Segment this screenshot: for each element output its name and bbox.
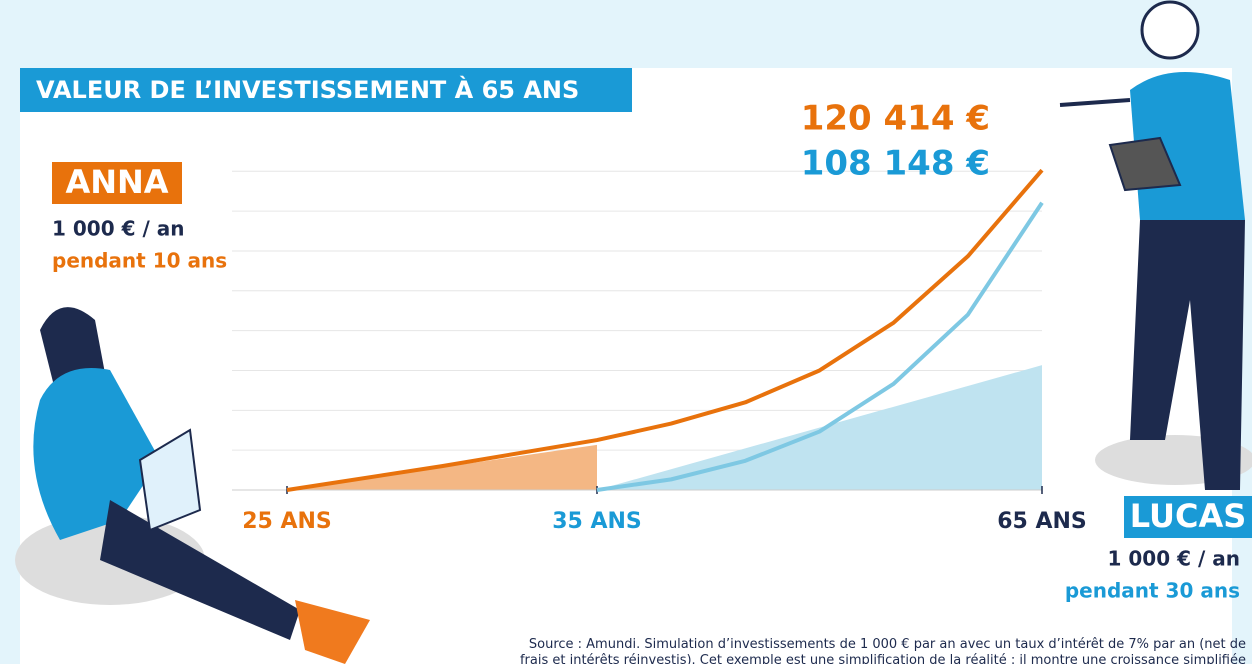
profile-duration: pendant 30 ans: [1065, 579, 1240, 603]
contribution-area: [597, 365, 1042, 490]
source-line: Source : Amundi. Simulation d’investisse…: [529, 637, 1246, 652]
chart: VALEUR DE L’INVESTISSEMENT À 65 ANS 25 A…: [0, 0, 1252, 664]
value-label: 120 414 €: [801, 99, 990, 139]
legend-name: ANNA: [65, 163, 168, 201]
chart-title: VALEUR DE L’INVESTISSEMENT À 65 ANS: [36, 75, 579, 104]
x-tick-label: 35 ANS: [552, 509, 642, 534]
legend-name: LUCAS: [1130, 497, 1247, 535]
profile-amount: 1 000 € / an: [1108, 547, 1240, 571]
lucas-illustration: [1060, 2, 1252, 490]
page: VALEUR DE L’INVESTISSEMENT À 65 ANS 25 A…: [0, 0, 1252, 664]
profile-amount: 1 000 € / an: [52, 217, 184, 241]
profile-duration: pendant 10 ans: [52, 249, 227, 273]
value-label: 108 148 €: [801, 144, 990, 184]
source-line: frais et intérêts réinvestis). Cet exemp…: [520, 653, 1246, 664]
x-tick-label: 65 ANS: [997, 509, 1087, 534]
x-tick-label: 25 ANS: [242, 509, 332, 534]
